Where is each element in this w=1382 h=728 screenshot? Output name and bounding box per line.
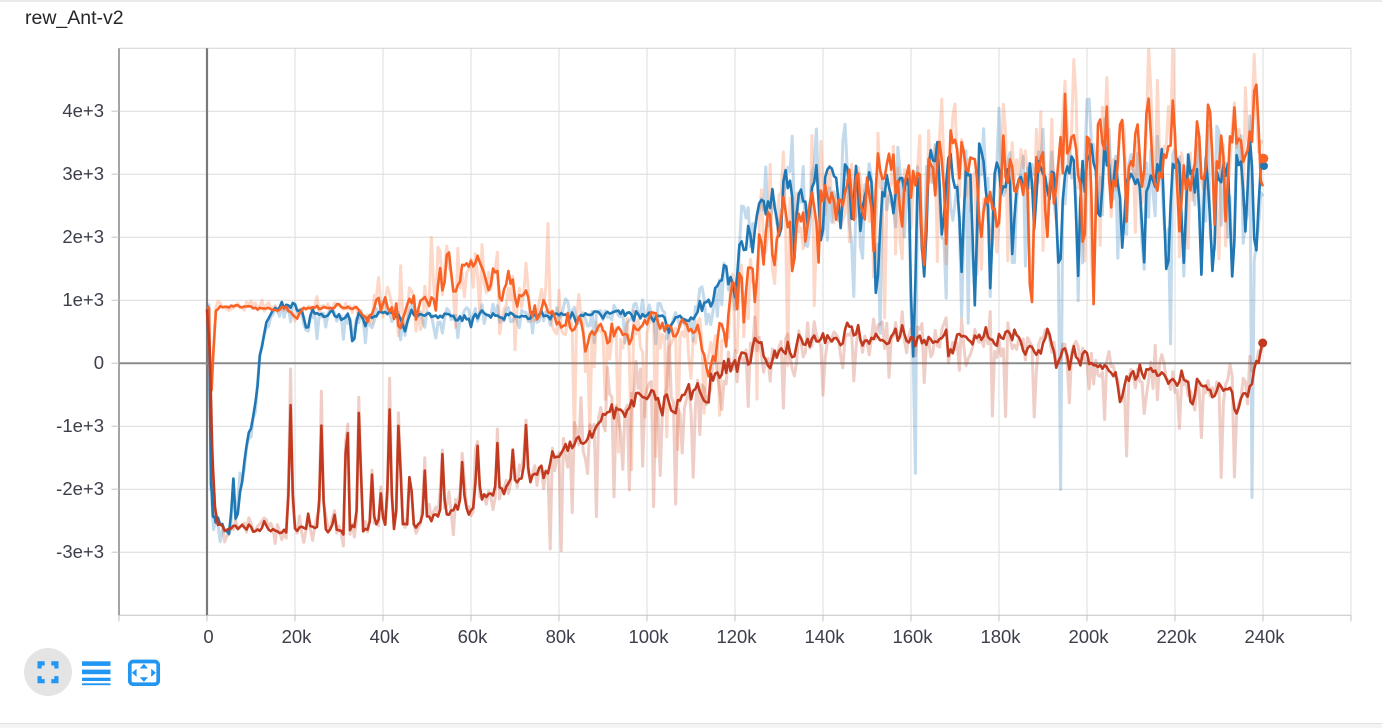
svg-text:-2e+3: -2e+3 — [56, 478, 104, 499]
svg-text:120k: 120k — [716, 626, 757, 647]
svg-text:0: 0 — [203, 626, 213, 647]
svg-text:-1e+3: -1e+3 — [56, 415, 104, 436]
svg-text:80k: 80k — [546, 626, 577, 647]
svg-text:220k: 220k — [1156, 626, 1197, 647]
svg-text:3e+3: 3e+3 — [62, 163, 104, 184]
svg-text:160k: 160k — [892, 626, 933, 647]
svg-text:4e+3: 4e+3 — [62, 100, 104, 121]
svg-text:200k: 200k — [1068, 626, 1109, 647]
svg-text:60k: 60k — [458, 626, 489, 647]
svg-text:240k: 240k — [1244, 626, 1285, 647]
svg-text:20k: 20k — [282, 626, 313, 647]
svg-text:-3e+3: -3e+3 — [56, 541, 104, 562]
svg-text:100k: 100k — [628, 626, 669, 647]
svg-text:180k: 180k — [980, 626, 1021, 647]
svg-text:0: 0 — [94, 352, 104, 373]
svg-text:40k: 40k — [370, 626, 401, 647]
svg-text:2e+3: 2e+3 — [62, 226, 104, 247]
svg-text:1e+3: 1e+3 — [62, 289, 104, 310]
svg-text:140k: 140k — [804, 626, 845, 647]
